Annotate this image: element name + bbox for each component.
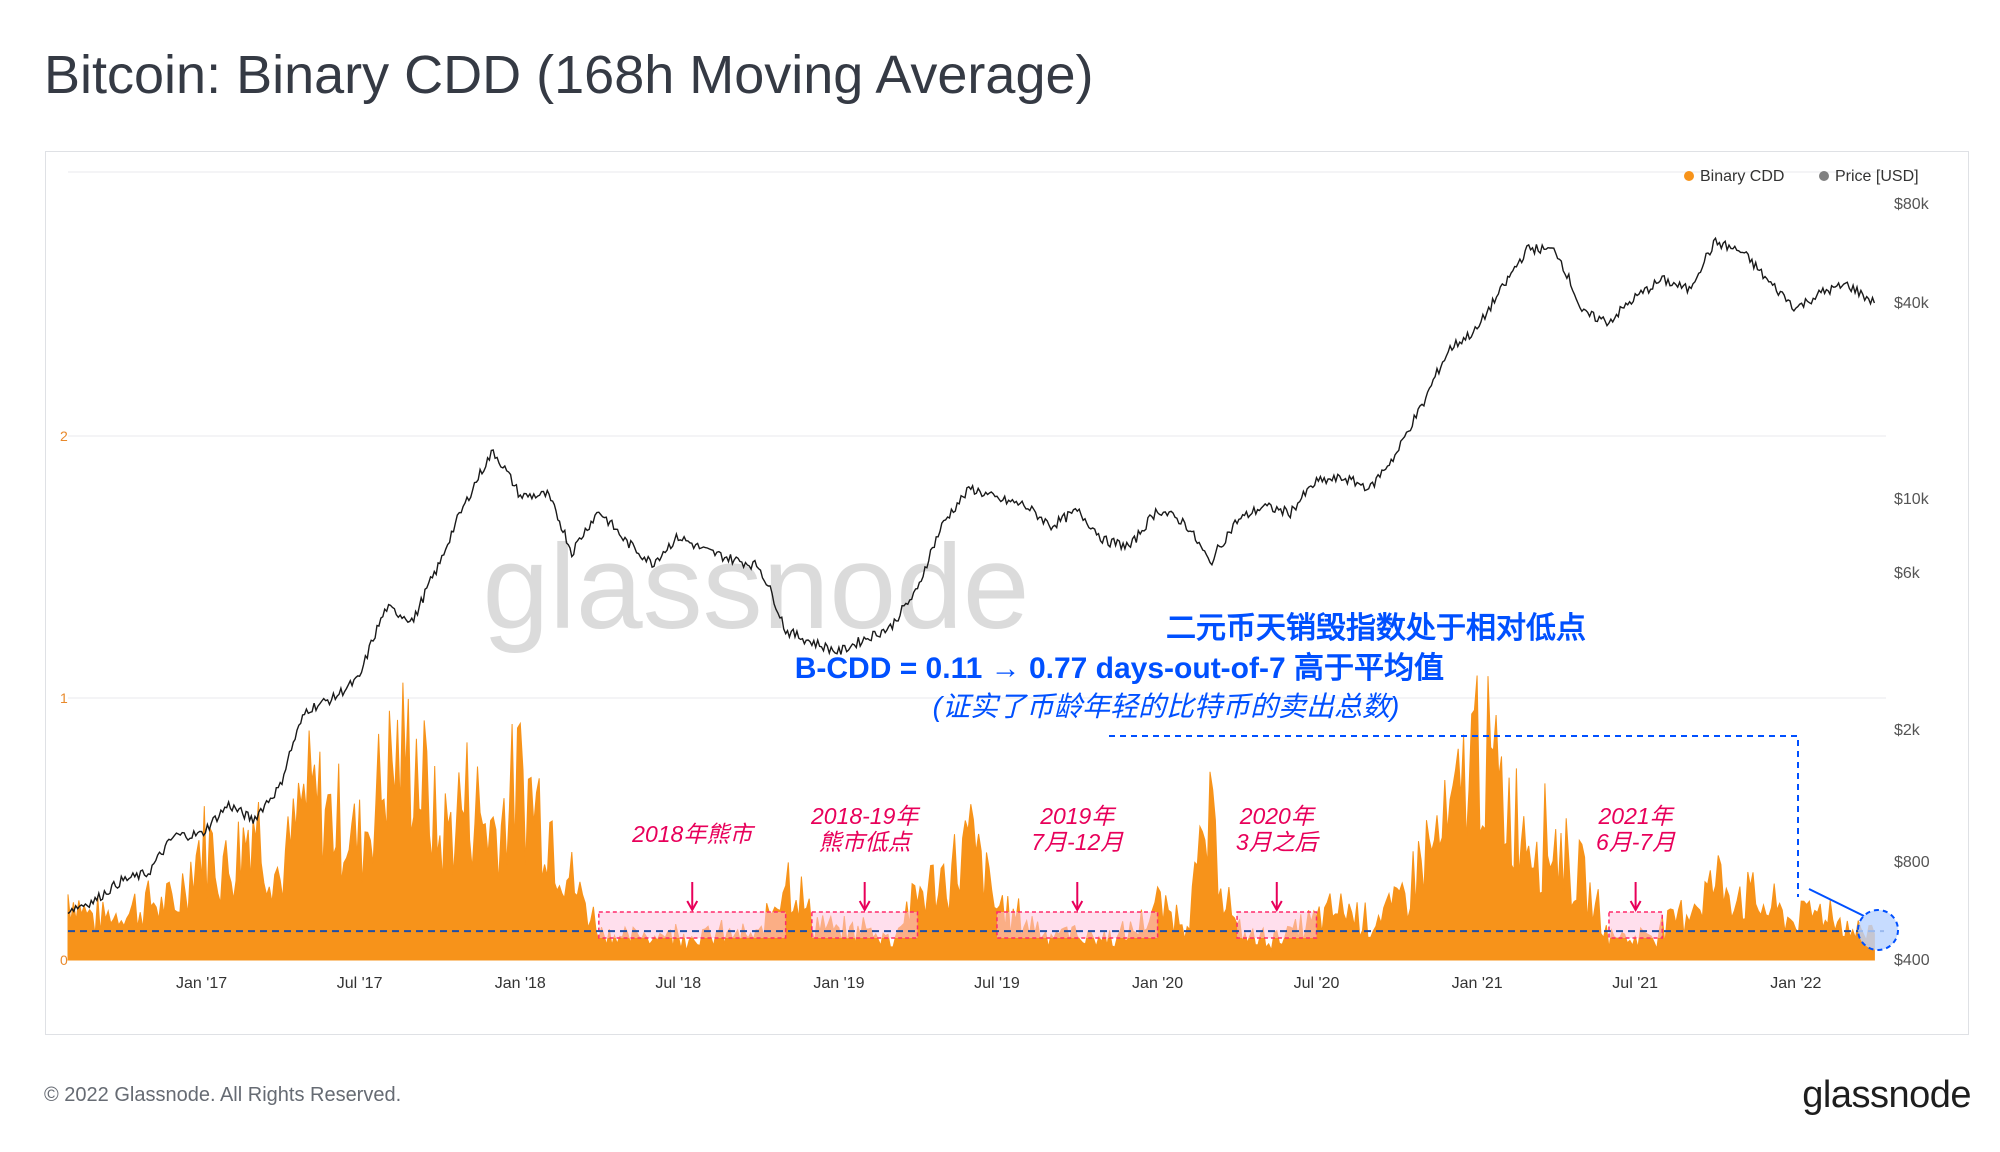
x-axis-tick-label: Jan '21 [1452, 975, 1503, 992]
grid-lines [68, 171, 1886, 699]
page-title: Bitcoin: Binary CDD (168h Moving Average… [44, 45, 1094, 105]
annotation-box [598, 911, 787, 939]
annotation-label: 7月-12月 [1031, 829, 1124, 855]
left-axis-tick-label: 1 [60, 690, 68, 706]
right-axis-tick-label: $800 [1894, 854, 1930, 871]
x-axis-tick-label: Jan '22 [1770, 975, 1821, 992]
x-axis-tick-label: Jan '19 [813, 975, 864, 992]
right-axis-tick-label: $400 [1894, 952, 1930, 969]
callout-line-1: 二元币天销毁指数处于相对低点 [1166, 612, 1586, 645]
legend-marker [1819, 171, 1829, 181]
annotation-label: 熊市低点 [819, 829, 914, 855]
legend-label: Price [USD] [1835, 168, 1919, 185]
x-axis: Jan '17 Jul '17 Jan '18 Jul '18 Jan '19 Jul '… [176, 975, 1821, 992]
legend[interactable]: Binary CDD Price [USD] [1684, 168, 1919, 185]
watermark-text: glassnode [482, 520, 1029, 654]
x-axis-tick-label: Jul '21 [1612, 975, 1658, 992]
price-layer [67, 236, 1876, 915]
annotation-label: 3月之后 [1236, 829, 1321, 855]
left-axis-tick-label: 2 [60, 428, 68, 444]
right-axis-tick-label: $10k [1894, 491, 1930, 508]
annotation-box [811, 911, 919, 939]
annotation-arrow-head [1071, 900, 1084, 913]
annotation-box [996, 911, 1159, 939]
annotation-arrow-head [686, 900, 699, 913]
annotation-arrow-head [1629, 900, 1642, 913]
annotation-label: 2021年 [1598, 803, 1675, 829]
annotation-box [1236, 911, 1318, 939]
price-line [67, 236, 1876, 915]
chart-container: glassnode 0 1 2 $400 $800 $2k $6k $10k $40k $80k… [45, 151, 1969, 1035]
x-axis-tick-label: Jul '20 [1294, 975, 1340, 992]
callout-arrow [1808, 888, 1865, 917]
legend-marker [1684, 171, 1694, 181]
annotation-label: 2018-19年 [810, 803, 920, 829]
annotation-label: 6月-7月 [1596, 829, 1676, 855]
right-axis-tick-label: $6k [1894, 565, 1921, 582]
callout-line-3: (证实了币龄年轻的比特币的卖出总数) [933, 691, 1400, 722]
cdd-layer [67, 675, 1875, 961]
x-axis-tick-label: Jul '19 [974, 975, 1020, 992]
callout-highlight-circle [1857, 909, 1899, 951]
x-axis-tick-label: Jan '17 [176, 975, 227, 992]
footer-copyright: © 2022 Glassnode. All Rights Reserved. [44, 1084, 402, 1106]
chart-svg: glassnode 0 1 2 $400 $800 $2k $6k $10k $40k $80k… [60, 168, 1930, 992]
annotation-arrow-head [858, 900, 871, 913]
callout-line-2: B-CDD = 0.11 → 0.77 days-out-of-7 高于平均值 [795, 652, 1444, 685]
x-axis-tick-label: Jan '18 [495, 975, 546, 992]
left-axis: 0 1 2 [60, 428, 68, 968]
annotation-label: 2020年 [1239, 803, 1316, 829]
right-axis-tick-label: $40k [1894, 295, 1930, 312]
callout-connector [1109, 735, 1799, 897]
binary-cdd-area [67, 675, 1875, 961]
annotation-arrow-head [1270, 900, 1283, 913]
x-axis-tick-label: Jul '17 [337, 975, 383, 992]
legend-label: Binary CDD [1700, 168, 1784, 185]
annotation-boxes [598, 911, 1663, 939]
annotation-label: 2018年熊市 [631, 821, 755, 847]
annotation-label: 2019年 [1039, 803, 1116, 829]
x-axis-tick-label: Jul '18 [655, 975, 701, 992]
right-axis: $400 $800 $2k $6k $10k $40k $80k [1894, 196, 1930, 969]
right-axis-tick-label: $80k [1894, 196, 1930, 213]
glassnode-logo[interactable]: glassnode [1802, 1074, 1971, 1116]
annotation-box [1608, 911, 1663, 939]
right-axis-tick-label: $2k [1894, 722, 1921, 739]
callout: 二元币天销毁指数处于相对低点 B-CDD = 0.11 → 0.77 days-o… [795, 612, 1899, 951]
left-axis-tick-label: 0 [60, 952, 68, 968]
x-axis-tick-label: Jan '20 [1132, 975, 1183, 992]
